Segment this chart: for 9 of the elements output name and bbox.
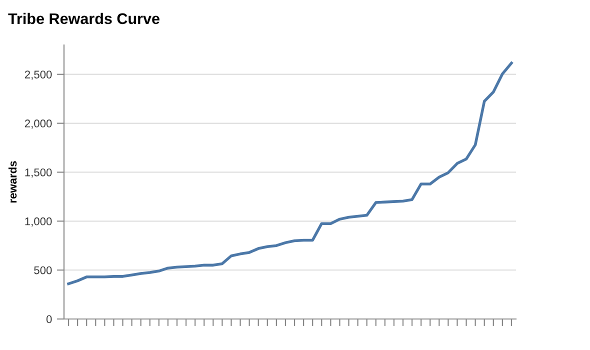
- line-series: [67, 62, 513, 286]
- y-tick-label: 1,000: [25, 217, 52, 227]
- y-tick-label: 500: [34, 266, 52, 274]
- y-tick-label: 2,000: [24, 120, 52, 129]
- y-tick-label: 2,500: [24, 70, 52, 80]
- y-tick-label: 1,500: [25, 168, 52, 178]
- y-tick-label: 0: [46, 315, 52, 324]
- chart-title: Tribe Rewards Curve: [8, 12, 160, 24]
- y-axis-title: rewards: [8, 161, 17, 203]
